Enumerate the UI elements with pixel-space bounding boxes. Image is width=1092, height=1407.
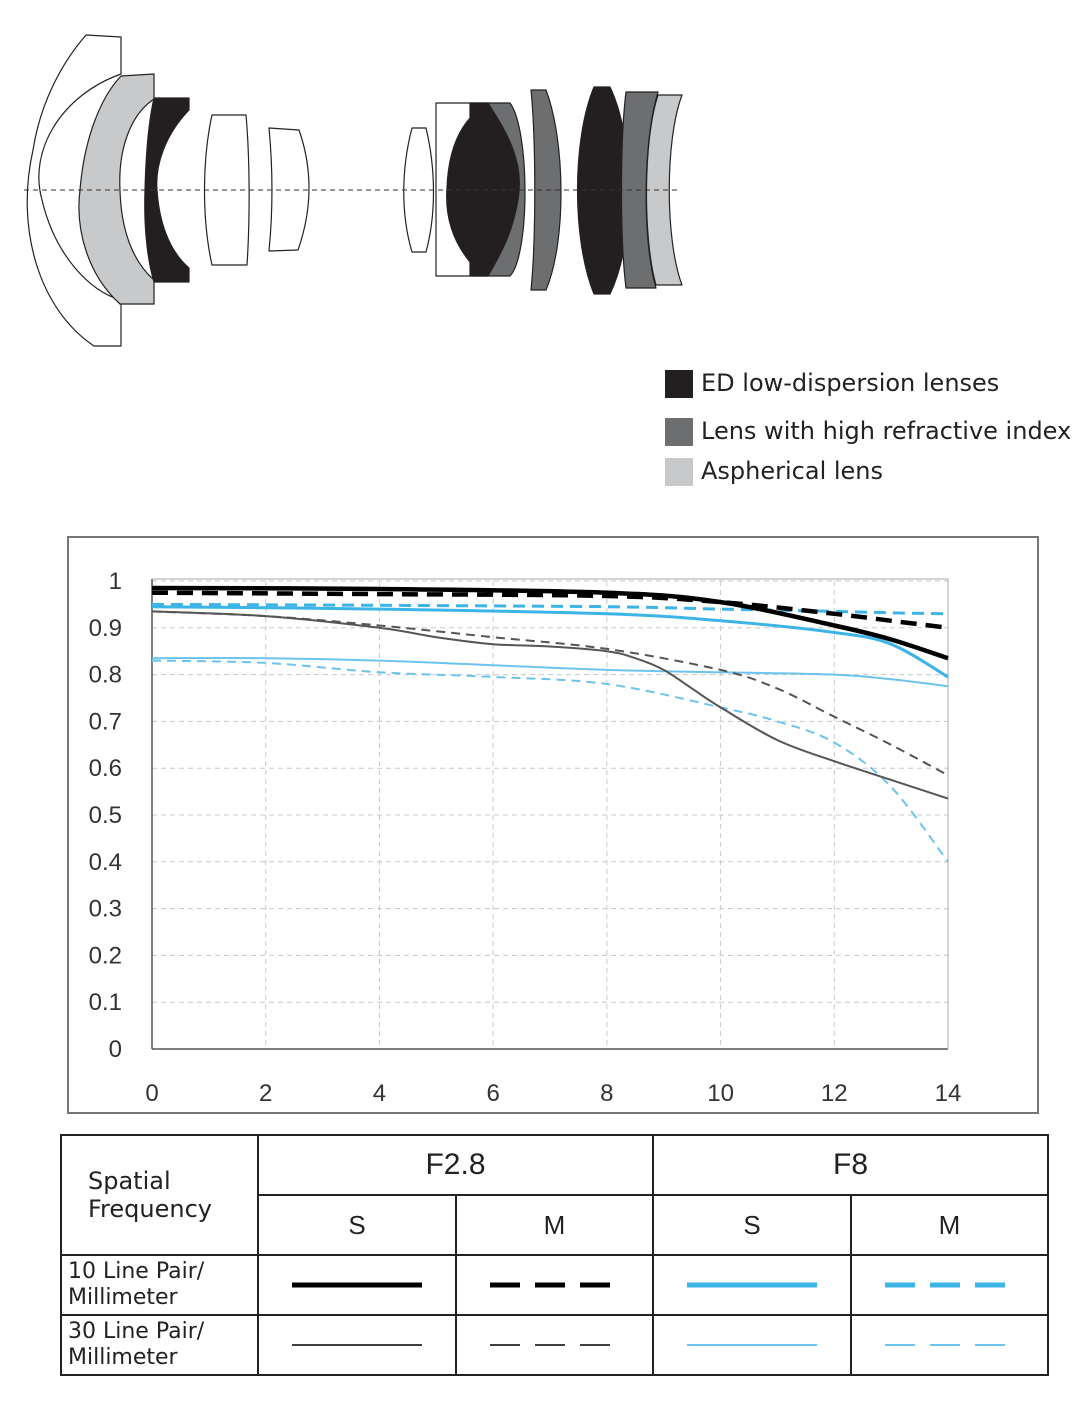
line-swatch-10lp-f2-8-m (455, 1254, 654, 1316)
sub-header-f8-m: M (849, 1194, 1050, 1256)
series-line-5 (151, 610, 949, 777)
legend-swatch-aspherical (665, 458, 693, 486)
mtf-chart: 00.10.20.30.40.50.60.70.80.910 2 4 6 8 10 12 14 (67, 536, 1039, 1114)
y-tick-label: 0.4 (89, 849, 122, 876)
line-swatch-sample (687, 1282, 817, 1288)
series-line-0 (151, 585, 949, 661)
y-tick-label: 0.9 (89, 615, 122, 642)
lens-element-9 (446, 102, 520, 277)
y-tick-label: 0.7 (89, 708, 122, 735)
series-line-3 (151, 602, 949, 616)
row-label-10lp: 10 Line Pair/ Millimeter (60, 1254, 259, 1316)
series-line-4 (151, 610, 949, 800)
x-tick-label: 6 (486, 1080, 499, 1107)
line-swatch-10lp-f2-8-s (257, 1254, 457, 1316)
line-swatch-10lp-f8-s (652, 1254, 852, 1316)
line-swatch-sample (489, 1282, 620, 1288)
line-swatch-30lp-f8-s (652, 1314, 852, 1376)
lens-element-3 (144, 97, 190, 283)
y-tick-label: 0.8 (89, 662, 122, 689)
line-swatch-sample (489, 1344, 620, 1346)
table-row: 30 Line Pair/ Millimeter (60, 1314, 1050, 1376)
line-swatch-sample (292, 1344, 422, 1346)
lens-element-6 (403, 127, 435, 253)
x-tick-label: 0 (145, 1080, 158, 1107)
series-line-7 (151, 659, 949, 863)
line-swatch-sample (884, 1282, 1015, 1288)
aperture-header-f2-8: F2.8 (257, 1134, 654, 1196)
x-tick-label: 14 (935, 1080, 962, 1107)
line-swatch-10lp-f8-m (849, 1254, 1050, 1316)
sub-header-f2-8-s: S (257, 1194, 457, 1256)
y-tick-label: 0.3 (89, 896, 122, 923)
lens-element-1 (26, 34, 122, 347)
legend-label-high-refractive: Lens with high refractive index (701, 417, 1072, 445)
y-tick-label: 0.5 (89, 802, 122, 829)
y-tick-label: 0 (109, 1036, 122, 1063)
y-tick-label: 0.6 (89, 755, 122, 782)
series-line-2 (151, 605, 949, 679)
lens-element-2 (78, 73, 155, 305)
lens-construction-diagram (24, 34, 683, 347)
series-line-1 (151, 590, 949, 631)
x-tick-label: 12 (821, 1080, 848, 1107)
legend-label-ed: ED low-dispersion lenses (701, 369, 1000, 397)
line-swatch-30lp-f2-8-m (455, 1314, 654, 1376)
line-swatch-sample (884, 1344, 1015, 1346)
sub-header-f8-s: S (652, 1194, 852, 1256)
lens-element-10 (530, 89, 562, 291)
legend-swatch-high-refractive (665, 418, 693, 446)
spatial-frequency-label: Spatial Frequency (88, 1167, 212, 1223)
line-swatch-30lp-f2-8-s (257, 1314, 457, 1376)
y-tick-label: 0.1 (89, 989, 122, 1016)
line-swatch-sample (292, 1282, 422, 1288)
line-swatch-30lp-f8-m (849, 1314, 1050, 1376)
y-tick-label: 1 (109, 568, 122, 595)
series-line-6 (151, 657, 949, 688)
y-tick-label: 0.2 (89, 942, 122, 969)
legend-swatch-ed (665, 370, 693, 398)
x-tick-label: 4 (373, 1080, 386, 1107)
row-label-30lp: 30 Line Pair/ Millimeter (60, 1314, 259, 1376)
legend-label-aspherical: Aspherical lens (701, 457, 884, 485)
line-swatch-sample (687, 1344, 817, 1346)
x-tick-label: 8 (600, 1080, 613, 1107)
line-key-table: Spatial Frequency F2.8 F8 S M S M 10 Lin… (60, 1134, 1050, 1376)
spatial-frequency-header: Spatial Frequency (60, 1134, 259, 1256)
x-tick-label: 2 (259, 1080, 272, 1107)
x-tick-label: 10 (707, 1080, 734, 1107)
sub-header-f2-8-m: M (455, 1194, 654, 1256)
table-row: 10 Line Pair/ Millimeter (60, 1254, 1050, 1316)
aperture-header-f8: F8 (651, 1134, 1050, 1196)
